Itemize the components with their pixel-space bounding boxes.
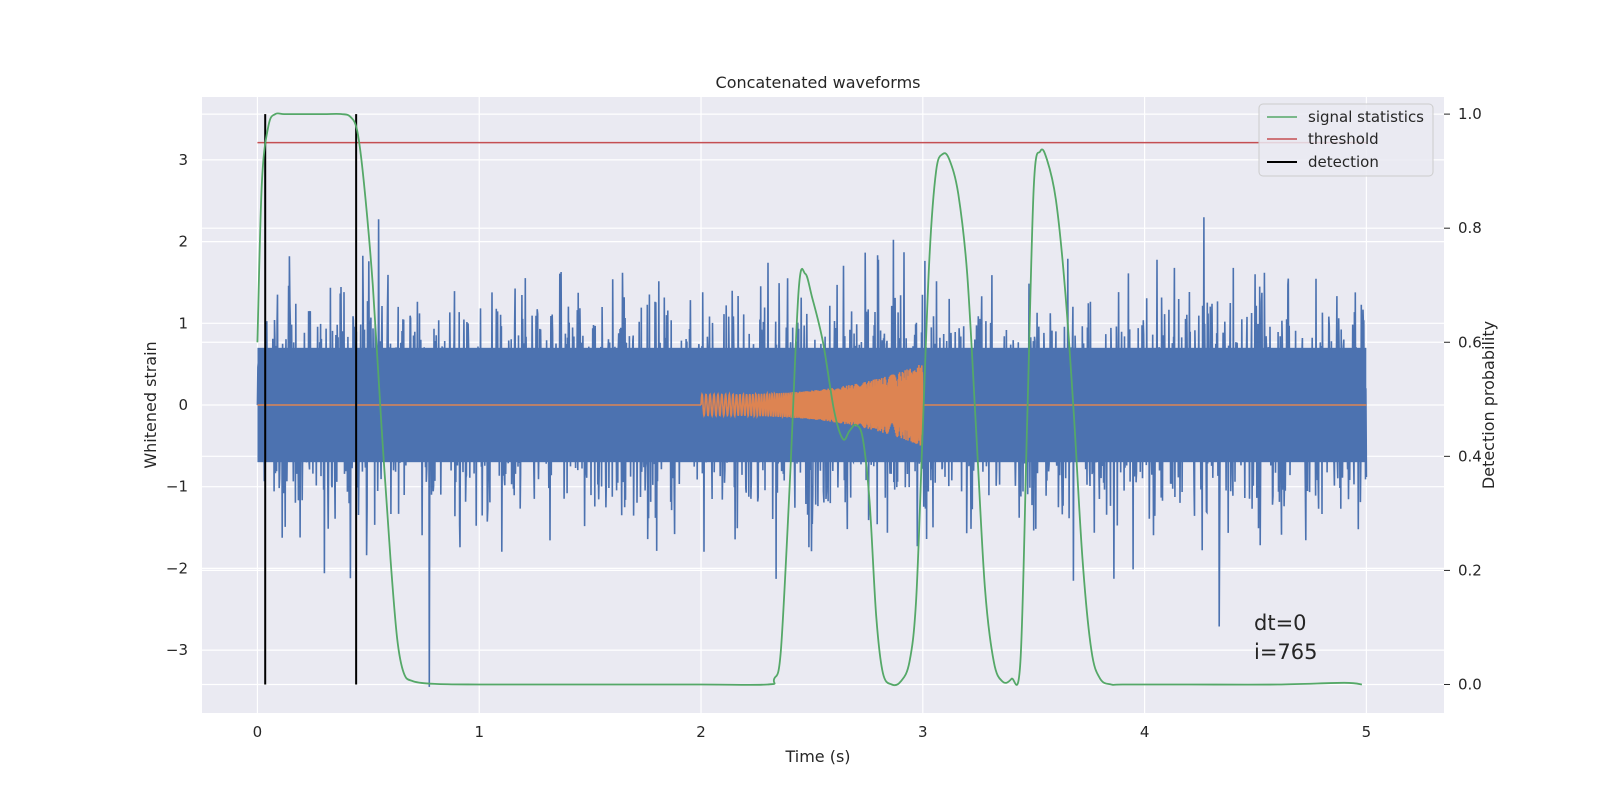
- chart-title: Concatenated waveforms: [716, 73, 921, 92]
- y2-tick-label: 0.4: [1458, 447, 1482, 465]
- y-tick-label: 3: [178, 151, 188, 169]
- x-axis-label: Time (s): [784, 747, 850, 766]
- legend-label-signal-statistics: signal statistics: [1308, 108, 1424, 126]
- right-axis-ticks: 0.0 0.2 0.4 0.6 0.8 1.0: [1444, 105, 1482, 693]
- y2-tick-label: 0.0: [1458, 675, 1482, 693]
- signal-statistics-line: [256, 112, 1363, 687]
- y-tick-label: −3: [166, 641, 188, 659]
- y2-tick-label: 0.6: [1458, 333, 1482, 351]
- y-tick-label: 0: [178, 396, 188, 414]
- data-layer: [256, 112, 1368, 687]
- legend: signal statistics threshold detection: [1258, 103, 1434, 177]
- injection-series-line: [257, 364, 1367, 446]
- y-tick-label: −1: [166, 478, 188, 496]
- y-tick-label: 1: [178, 314, 188, 332]
- legend-label-detection: detection: [1308, 153, 1379, 171]
- x-tick-label: 3: [918, 723, 928, 741]
- annotation-dt: dt=0: [1254, 611, 1307, 635]
- y2-axis-label: Detection probability: [1479, 321, 1498, 489]
- legend-box: [1258, 103, 1434, 177]
- y2-tick-label: 0.2: [1458, 561, 1482, 579]
- x-tick-label: 4: [1140, 723, 1150, 741]
- x-tick-label: 5: [1362, 723, 1372, 741]
- annotation-index: i=765: [1254, 640, 1318, 664]
- x-tick-label: 2: [696, 723, 706, 741]
- y-tick-label: 2: [178, 233, 188, 251]
- y2-tick-label: 1.0: [1458, 105, 1482, 123]
- x-tick-label: 0: [253, 723, 263, 741]
- y-axis-label: Whitened strain: [141, 341, 160, 468]
- y2-tick-label: 0.8: [1458, 219, 1482, 237]
- x-axis-ticks: 0 1 2 3 4 5: [253, 723, 1371, 741]
- y-tick-label: −2: [166, 559, 188, 577]
- left-axis-ticks: −3 −2 −1 0 1 2 3: [166, 151, 188, 659]
- legend-label-threshold: threshold: [1308, 130, 1379, 148]
- x-tick-label: 1: [474, 723, 484, 741]
